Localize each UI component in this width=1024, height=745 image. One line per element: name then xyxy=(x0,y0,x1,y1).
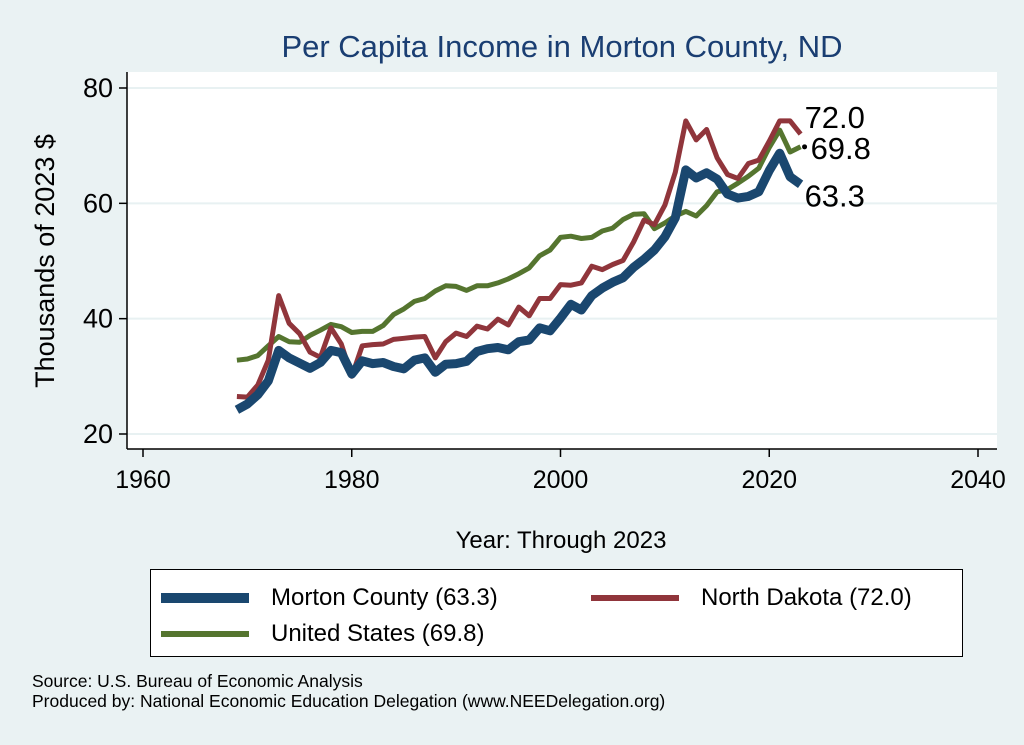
x-tick-label-2040: 2040 xyxy=(950,466,1006,494)
legend-label-morton-county: Morton County (63.3) xyxy=(271,584,498,611)
series-line-morton-county xyxy=(234,148,804,414)
source-note: Source: U.S. Bureau of Economic Analysis xyxy=(32,671,363,691)
chart-title: Per Capita Income in Morton County, ND xyxy=(281,29,842,64)
y-tick-label-20: 20 xyxy=(83,419,113,449)
end-label-marker-united-states xyxy=(802,144,808,150)
legend: Morton County (63.3) North Dakota (72.0)… xyxy=(150,569,963,657)
end-label-north-dakota: 72.0 xyxy=(805,100,865,135)
legend-label-united-states: United States (69.8) xyxy=(271,620,485,647)
y-axis-label: Thousands of 2023 $ xyxy=(30,134,60,388)
legend-item-united-states: United States (69.8) xyxy=(161,620,484,648)
x-tick-label-2000: 2000 xyxy=(533,466,589,494)
x-tick-label-2020: 2020 xyxy=(741,466,797,494)
legend-swatch-morton-county xyxy=(161,593,249,603)
producer-note: Produced by: National Economic Education… xyxy=(32,691,666,711)
x-tick-label-1960: 1960 xyxy=(115,466,171,494)
legend-label-north-dakota: North Dakota (72.0) xyxy=(701,584,912,611)
end-label-united-states: 69.8 xyxy=(811,131,871,166)
y-tick-label-80: 80 xyxy=(83,73,113,103)
end-label-morton-county: 63.3 xyxy=(805,178,865,213)
y-tick-label-40: 40 xyxy=(83,304,113,334)
legend-item-north-dakota: North Dakota (72.0) xyxy=(591,584,912,612)
series-line-united-states xyxy=(236,127,802,363)
legend-swatch-north-dakota xyxy=(591,595,679,601)
legend-swatch-united-states xyxy=(161,631,249,637)
y-tick-label-60: 60 xyxy=(83,188,113,218)
plot-area xyxy=(127,72,997,449)
x-tick-label-1980: 1980 xyxy=(324,466,380,494)
series-line-north-dakota xyxy=(236,118,803,400)
footer: Source: U.S. Bureau of Economic Analysis… xyxy=(32,671,665,711)
legend-item-morton-county: Morton County (63.3) xyxy=(161,584,498,612)
x-axis-label: Year: Through 2023 xyxy=(456,527,667,554)
